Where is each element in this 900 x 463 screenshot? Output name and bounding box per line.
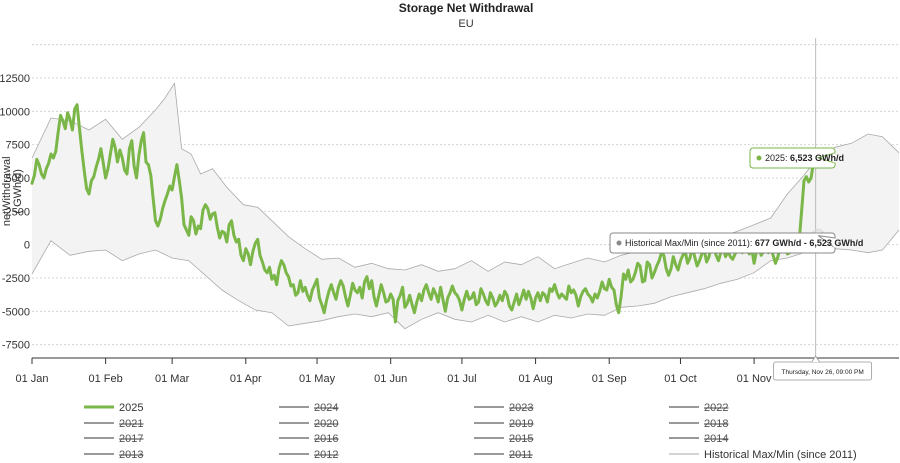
legend-item[interactable]: 2022 bbox=[669, 402, 728, 414]
legend-item[interactable]: 2023 bbox=[474, 402, 533, 414]
tooltip-0: 2025: 6,523 GWh/d bbox=[749, 147, 844, 169]
historical-max-line bbox=[31, 82, 900, 272]
series-2025-layer bbox=[30, 103, 820, 324]
y-tick-label: -7500 bbox=[2, 340, 30, 352]
y-tick-label: -2500 bbox=[2, 273, 30, 285]
historical-min-line bbox=[31, 229, 900, 330]
tooltip-series-label: 2025: bbox=[765, 153, 790, 163]
y-tick-label: 12500 bbox=[0, 73, 30, 85]
legend-item[interactable]: 2019 bbox=[474, 418, 533, 430]
y-axis-label-line: netWithdrawal bbox=[1, 156, 13, 226]
legend: 2025 2024 2023 2022 2021 2020 2019 2018 2017 2016… bbox=[84, 402, 857, 461]
y-axis-label-line: ( GWh/d) bbox=[12, 169, 24, 214]
tooltips: 2025: 6,523 GWh/d Historical Max/Min (sin… bbox=[609, 147, 863, 254]
legend-label: 2019 bbox=[509, 418, 533, 430]
legend-item[interactable]: 2012 bbox=[279, 449, 338, 461]
tooltip-pointer bbox=[816, 152, 836, 164]
tooltip-1: Historical Max/Min (since 2011): 677 GWh… bbox=[609, 232, 863, 254]
tooltip-pointer bbox=[817, 235, 836, 249]
x-tick-label: 01 Jun bbox=[374, 373, 407, 385]
tooltip-dot bbox=[616, 240, 622, 246]
legend-label: 2017 bbox=[119, 433, 143, 445]
y-tick-label: 2500 bbox=[6, 206, 30, 218]
y-axis-label: netWithdrawal( GWh/d) bbox=[1, 156, 24, 226]
crosshair-label-box bbox=[773, 361, 873, 381]
legend-label: 2025 bbox=[119, 402, 143, 414]
legend-label: 2021 bbox=[119, 418, 143, 430]
legend-label: 2015 bbox=[509, 433, 533, 445]
legend-item[interactable]: 2024 bbox=[279, 402, 338, 414]
legend-label: 2022 bbox=[704, 402, 728, 414]
legend-item[interactable]: 2020 bbox=[279, 418, 338, 430]
legend-item[interactable]: 2016 bbox=[279, 433, 338, 445]
legend-label: 2020 bbox=[314, 418, 338, 430]
legend-item[interactable]: 2011 bbox=[474, 449, 533, 461]
y-tick-label: 7500 bbox=[6, 140, 30, 152]
crosshair-label-pointer bbox=[811, 355, 820, 363]
chart-title: Storage Net Withdrawal bbox=[399, 1, 534, 15]
x-tick-label: 01 Mar bbox=[155, 373, 190, 385]
legend-label: 2013 bbox=[119, 449, 143, 461]
legend-item[interactable]: 2013 bbox=[84, 449, 143, 461]
historical-band-fill bbox=[32, 83, 899, 329]
y-tick-label: 5000 bbox=[6, 173, 30, 185]
historical-band bbox=[31, 82, 900, 330]
crosshair: Thursday, Nov 26, 09:00 PM bbox=[773, 38, 873, 381]
x-tick-label: 01 Apr bbox=[230, 373, 262, 385]
legend-item[interactable]: 2015 bbox=[474, 433, 533, 445]
x-tick-label: 01 Oct bbox=[664, 373, 696, 385]
crosshair-label: Thursday, Nov 26, 09:00 PM bbox=[781, 369, 863, 376]
x-tick-label: 01 Feb bbox=[89, 373, 123, 385]
tooltip-pointer-mask bbox=[833, 153, 836, 163]
tooltip-value: 677 GWh/d - 6,523 GWh/d bbox=[755, 238, 864, 248]
tooltip-pointer-mask bbox=[833, 238, 836, 248]
x-tick-label: 01 Jan bbox=[15, 373, 48, 385]
y-axis-ticks: 12500 10000 7500 5000 2500 0 -2500 -5000 -7500 bbox=[0, 73, 30, 352]
legend-label: 2011 bbox=[509, 449, 533, 461]
legend-label: 2024 bbox=[314, 402, 338, 414]
x-tick-label: 01 Sep bbox=[592, 373, 627, 385]
legend-item[interactable]: 2014 bbox=[669, 433, 728, 445]
legend-label: 2023 bbox=[509, 402, 533, 414]
legend-item[interactable]: 2025 bbox=[84, 402, 143, 414]
legend-item[interactable]: 2017 bbox=[84, 433, 143, 445]
y-tick-label: -5000 bbox=[2, 306, 30, 318]
x-tick-label: 01 Nov bbox=[737, 373, 772, 385]
x-tick-label: 01 May bbox=[299, 373, 336, 385]
tooltip-series-label: Historical Max/Min (since 2011): bbox=[625, 238, 755, 248]
x-tick-label: 01 Aug bbox=[518, 373, 552, 385]
series-2025-line bbox=[30, 103, 820, 324]
chart-subtitle: EU bbox=[458, 18, 473, 30]
legend-label: Historical Max/Min (since 2011) bbox=[704, 449, 857, 461]
x-tick-label: 01 Jul bbox=[447, 373, 476, 385]
tooltip-text: Historical Max/Min (since 2011): 677 GWh… bbox=[625, 238, 863, 248]
legend-item[interactable]: Historical Max/Min (since 2011) bbox=[669, 449, 857, 461]
legend-label: 2012 bbox=[314, 449, 338, 461]
y-tick-label: 10000 bbox=[0, 106, 30, 118]
legend-item[interactable]: 2018 bbox=[669, 418, 728, 430]
legend-label: 2016 bbox=[314, 433, 338, 445]
legend-label: 2018 bbox=[704, 418, 728, 430]
tooltip-value: 6,523 GWh/d bbox=[790, 153, 844, 163]
tooltip-dot bbox=[756, 155, 762, 161]
legend-item[interactable]: 2021 bbox=[84, 418, 143, 430]
tooltip-text: 2025: 6,523 GWh/d bbox=[765, 153, 844, 163]
y-tick-label: 0 bbox=[24, 240, 30, 252]
x-axis: 01 Jan 01 Feb 01 Mar 01 Apr 01 May 01 Jun 01 J… bbox=[15, 357, 899, 385]
legend-label: 2014 bbox=[704, 433, 728, 445]
